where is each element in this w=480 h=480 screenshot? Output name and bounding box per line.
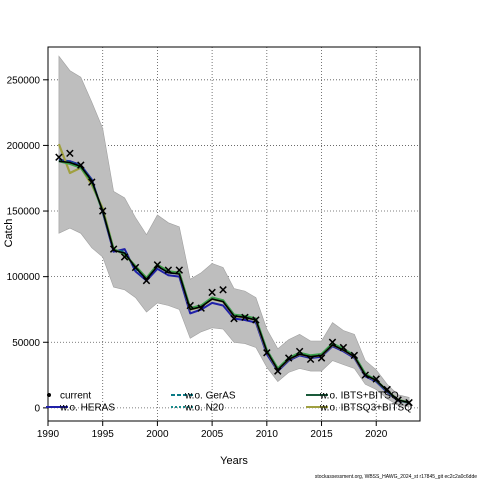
observed-point: [164, 266, 173, 274]
legend-label: w.o. HERAS: [59, 403, 115, 414]
confidence-band-area: [58, 55, 410, 407]
observed-point: [317, 354, 326, 362]
legend-item: w.o. HERAS: [46, 403, 115, 414]
observed-point: [252, 316, 260, 324]
y-axis: 0 50000 100000 150000 200000 250000: [7, 75, 48, 414]
x-tick-label: 2010: [256, 429, 279, 440]
legend-marker: [47, 393, 51, 397]
observed-point: [66, 149, 74, 158]
x-tick-label: 2015: [310, 429, 333, 440]
confidence-band: [58, 55, 410, 407]
legend-label: w.o. GerAS: [184, 391, 236, 402]
observed-point: [405, 398, 413, 407]
y-tick-label: 150000: [7, 207, 41, 218]
observed-point: [153, 261, 162, 269]
observed-point: [383, 385, 391, 394]
observed-point: [142, 276, 151, 285]
observed-point: [241, 313, 249, 322]
observed-point: [230, 314, 238, 323]
legend-item: current: [47, 391, 91, 402]
x-tick-label: 1995: [92, 429, 115, 440]
observed-point: [394, 396, 402, 404]
legend-label: current: [60, 391, 91, 402]
y-axis-label: Catch: [3, 219, 15, 248]
observed-point: [284, 354, 293, 362]
observed-point: [361, 371, 370, 379]
observed-point: [109, 245, 118, 253]
observed-point: [263, 349, 271, 357]
legend-item: w.o. IBTS+BITSQ: [306, 391, 399, 402]
observed-point: [274, 367, 282, 375]
legend-label: w.o. N20: [184, 403, 224, 414]
x-axis: 1990 1995 2000 2005 2010 2015 2020: [37, 421, 388, 440]
observed-point: [295, 347, 304, 356]
observed-point: [350, 351, 359, 360]
x-tick-label: 2020: [365, 429, 388, 440]
legend-item: w.o. GerAS: [171, 391, 236, 402]
footnote: stockassessment.org, WBSS_HAWG_2024_st r…: [315, 474, 477, 480]
legend-label: w.o. IBTS+BITSQ: [319, 391, 399, 402]
observed-points: [55, 149, 413, 407]
legend-item: w.o. N20: [171, 403, 224, 414]
x-axis-label: Years: [220, 455, 248, 467]
observed-point: [328, 338, 337, 346]
observed-point: [131, 263, 140, 272]
y-tick-label: 50000: [12, 338, 40, 349]
observed-point: [197, 304, 205, 312]
observed-point: [306, 355, 315, 364]
y-tick-label: 0: [34, 403, 40, 414]
y-tick-label: 100000: [7, 272, 41, 283]
observed-point: [219, 286, 227, 294]
observed-point: [186, 301, 194, 310]
plot-frame: [47, 46, 421, 422]
x-tick-label: 1990: [37, 429, 60, 440]
observed-point: [88, 178, 96, 186]
x-tick-label: 2005: [201, 429, 224, 440]
legend-label: w.o. IBTSQ3+BITSQ: [319, 403, 412, 414]
observed-point: [120, 253, 129, 261]
y-tick-label: 250000: [7, 75, 41, 86]
observed-point: [98, 207, 107, 215]
observed-point: [339, 343, 348, 352]
y-tick-label: 200000: [7, 141, 41, 152]
observed-point: [55, 153, 63, 161]
x-tick-label: 2000: [146, 429, 169, 440]
legend-item: w.o. IBTSQ3+BITSQ: [306, 403, 412, 414]
observed-point: [208, 288, 216, 297]
series-line-current: [58, 160, 410, 404]
observed-point: [372, 375, 380, 383]
observed-point: [77, 161, 85, 169]
observed-point: [175, 266, 184, 274]
